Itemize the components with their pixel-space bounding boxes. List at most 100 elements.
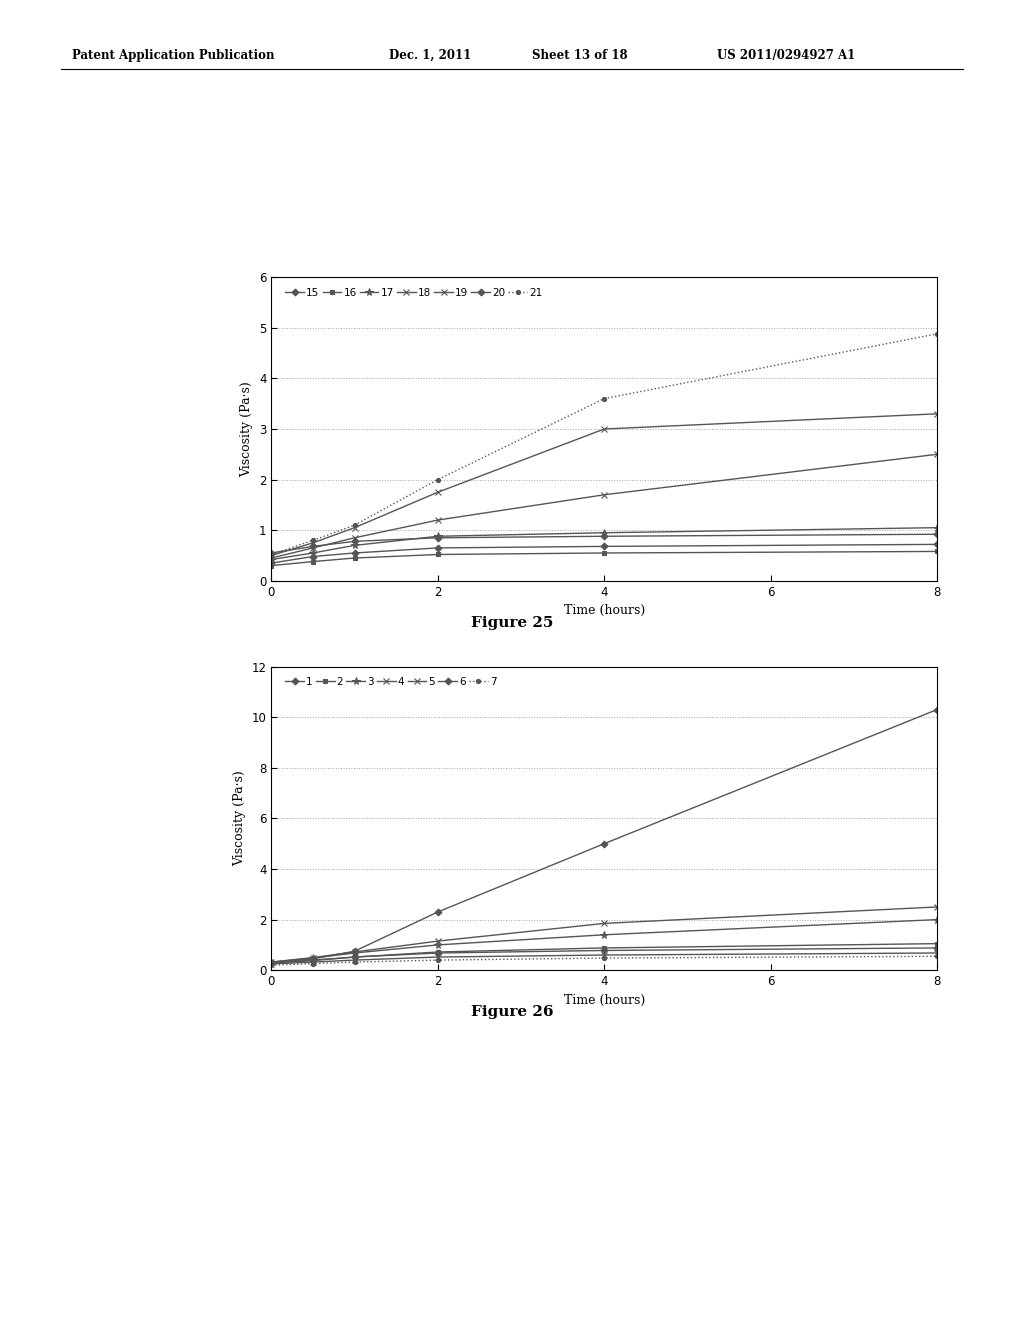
21 <box>348 517 360 533</box>
4 <box>432 949 444 965</box>
18 <box>598 421 610 437</box>
Line: 4: 4 <box>268 950 940 968</box>
6 <box>348 949 360 965</box>
17 <box>265 552 278 568</box>
3 <box>432 937 444 953</box>
19 <box>307 540 319 556</box>
Line: 15: 15 <box>269 543 939 565</box>
15 <box>307 549 319 565</box>
Line: 18: 18 <box>268 411 940 558</box>
3 <box>348 945 360 961</box>
Text: Patent Application Publication: Patent Application Publication <box>72 49 274 62</box>
X-axis label: Time (hours): Time (hours) <box>563 605 645 618</box>
15 <box>598 539 610 554</box>
16 <box>307 553 319 569</box>
16 <box>432 546 444 562</box>
17 <box>307 545 319 561</box>
Line: 6: 6 <box>269 945 939 965</box>
Legend: 15, 16, 17, 18, 19, 20, 21: 15, 16, 17, 18, 19, 20, 21 <box>284 285 545 300</box>
21 <box>307 532 319 548</box>
Line: 17: 17 <box>267 524 941 564</box>
19 <box>598 487 610 503</box>
2 <box>265 956 278 972</box>
1 <box>432 904 444 920</box>
20 <box>432 529 444 545</box>
3 <box>265 954 278 970</box>
21 <box>432 471 444 487</box>
18 <box>432 484 444 500</box>
Y-axis label: Viscosity (Pa·s): Viscosity (Pa·s) <box>232 771 246 866</box>
18 <box>307 535 319 550</box>
7 <box>931 948 943 964</box>
1 <box>265 954 278 970</box>
Line: 19: 19 <box>268 451 940 561</box>
7 <box>265 957 278 973</box>
5 <box>265 954 278 970</box>
5 <box>432 933 444 949</box>
Line: 20: 20 <box>269 532 939 556</box>
Text: Figure 26: Figure 26 <box>471 1006 553 1019</box>
Line: 2: 2 <box>269 941 939 965</box>
4 <box>598 948 610 964</box>
16 <box>931 544 943 560</box>
17 <box>598 525 610 541</box>
5 <box>348 944 360 960</box>
21 <box>598 391 610 407</box>
16 <box>348 550 360 566</box>
Line: 16: 16 <box>269 549 939 568</box>
Line: 1: 1 <box>269 708 939 965</box>
5 <box>307 949 319 965</box>
7 <box>598 950 610 966</box>
1 <box>307 950 319 966</box>
2 <box>598 940 610 956</box>
16 <box>598 545 610 561</box>
3 <box>307 950 319 966</box>
17 <box>348 537 360 553</box>
15 <box>432 540 444 556</box>
Y-axis label: Viscosity (Pa·s): Viscosity (Pa·s) <box>241 381 254 477</box>
Text: Dec. 1, 2011: Dec. 1, 2011 <box>389 49 471 62</box>
6 <box>265 954 278 970</box>
Text: US 2011/0294927 A1: US 2011/0294927 A1 <box>717 49 855 62</box>
3 <box>931 912 943 928</box>
2 <box>348 949 360 965</box>
19 <box>265 550 278 566</box>
1 <box>598 836 610 851</box>
4 <box>931 945 943 961</box>
15 <box>348 545 360 561</box>
19 <box>432 512 444 528</box>
Line: 21: 21 <box>269 331 939 557</box>
5 <box>931 899 943 915</box>
17 <box>432 528 444 544</box>
17 <box>931 520 943 536</box>
20 <box>265 545 278 561</box>
4 <box>265 956 278 972</box>
18 <box>348 520 360 536</box>
X-axis label: Time (hours): Time (hours) <box>563 994 645 1007</box>
2 <box>931 936 943 952</box>
6 <box>307 952 319 968</box>
16 <box>265 557 278 573</box>
Line: 3: 3 <box>267 916 941 966</box>
19 <box>931 446 943 462</box>
Text: Figure 25: Figure 25 <box>471 616 553 630</box>
1 <box>348 944 360 960</box>
21 <box>265 546 278 562</box>
Line: 7: 7 <box>269 954 939 968</box>
Line: 5: 5 <box>268 904 940 965</box>
Text: Sheet 13 of 18: Sheet 13 of 18 <box>532 49 628 62</box>
7 <box>432 952 444 968</box>
6 <box>432 945 444 961</box>
18 <box>265 548 278 564</box>
20 <box>598 528 610 544</box>
5 <box>598 916 610 932</box>
20 <box>307 539 319 554</box>
20 <box>348 533 360 549</box>
20 <box>931 527 943 543</box>
2 <box>307 953 319 969</box>
15 <box>931 536 943 552</box>
4 <box>307 954 319 970</box>
7 <box>348 954 360 970</box>
7 <box>307 956 319 972</box>
2 <box>432 944 444 960</box>
